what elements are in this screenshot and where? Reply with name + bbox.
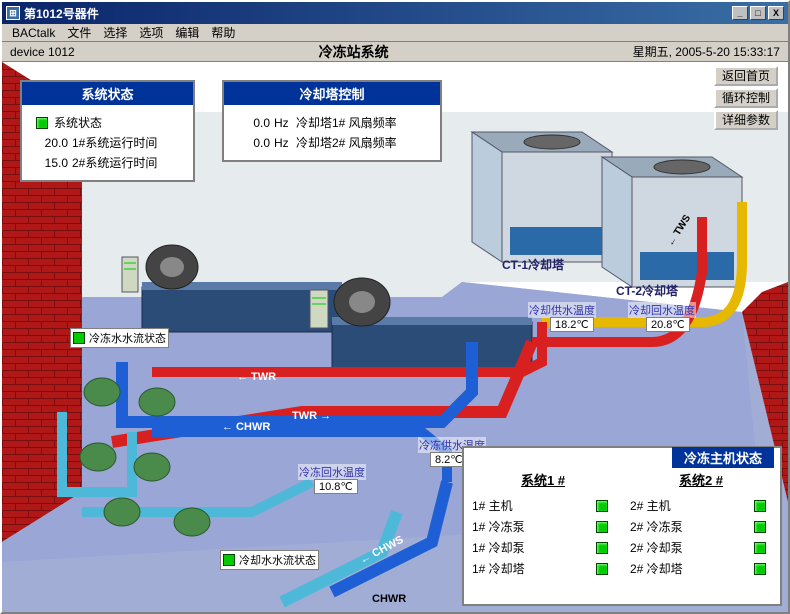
app-window: ⊞ 第1012号器件 _ □ X BACtalk 文件 选择 选项 编辑 帮助 … xyxy=(0,0,790,614)
cool-flow-led-icon xyxy=(223,554,235,566)
menu-edit[interactable]: 编辑 xyxy=(169,24,205,41)
window-buttons: _ □ X xyxy=(732,6,784,20)
host-panel-title: 冷冻主机状态 xyxy=(672,447,774,468)
runtime2-label: 2#系统运行时间 xyxy=(72,154,157,171)
app-icon: ⊞ xyxy=(6,6,20,20)
runtime2-value: 15.0 xyxy=(30,156,68,170)
runtime1-value: 20.0 xyxy=(30,136,68,150)
cool-supply-value: 18.2℃ xyxy=(550,317,594,332)
nav-home[interactable]: 返回首页 xyxy=(714,66,778,86)
cool-flow-label: 冷却水水流状态 xyxy=(239,552,316,568)
sys2-row3: 2# 冷却塔 xyxy=(630,560,683,577)
host-panel: 冷冻主机状态 系统1 # 1# 主机 1# 冷冻泵 1# 冷却泵 1# 冷却塔 … xyxy=(462,446,782,606)
svg-text:← TWR: ← TWR xyxy=(237,371,276,383)
svg-text:← CHWR: ← CHWR xyxy=(222,421,270,433)
nav-buttons: 返回首页 循环控制 详细参数 xyxy=(714,66,778,130)
status-panel-title: 系统状态 xyxy=(22,82,193,105)
cool-supply-label: 冷却供水温度 xyxy=(528,302,596,318)
sys1-row2: 1# 冷却泵 xyxy=(472,539,525,556)
svg-text:TWR →: TWR → xyxy=(292,410,331,422)
nav-detail[interactable]: 详细参数 xyxy=(714,110,778,130)
chill-return-label: 冷冻回水温度 xyxy=(298,464,366,480)
titlebar-text: 第1012号器件 xyxy=(24,5,732,22)
chill-flow-box: 冷冻水水流状态 xyxy=(70,328,169,348)
minimize-button[interactable]: _ xyxy=(732,6,748,20)
chill-return-value: 10.8℃ xyxy=(314,479,358,494)
close-button[interactable]: X xyxy=(768,6,784,20)
ct2-label: CT-2冷却塔 xyxy=(616,282,678,299)
fan1-value: 0.0 xyxy=(232,116,270,130)
sys2-row1: 2# 冷冻泵 xyxy=(630,518,683,535)
sys2-led1-icon xyxy=(754,521,766,533)
chill-flow-label: 冷冻水水流状态 xyxy=(89,330,166,346)
status-panel: 系统状态 系统状态 20.0 1#系统运行时间 15.0 2#系统运行时间 xyxy=(20,80,195,182)
chill-flow-led-icon xyxy=(73,332,85,344)
datetime-label: 星期五, 2005-5-20 15:33:17 xyxy=(633,43,780,60)
sys2-led3-icon xyxy=(754,563,766,575)
menu-bactalk[interactable]: BACtalk xyxy=(6,26,61,40)
host-col-sys2: 系统2 # 2# 主机 2# 冷冻泵 2# 冷却泵 2# 冷却塔 xyxy=(622,466,780,604)
tower-panel: 冷却塔控制 0.0 Hz冷却塔1# 风扇频率 0.0 Hz冷却塔2# 风扇频率 xyxy=(222,80,442,162)
sys2-led0-icon xyxy=(754,500,766,512)
runtime1-label: 1#系统运行时间 xyxy=(72,134,157,151)
fan2-label: 冷却塔2# 风扇频率 xyxy=(296,134,397,151)
fan2-value: 0.0 xyxy=(232,136,270,150)
menu-select[interactable]: 选择 xyxy=(97,24,133,41)
sys1-led0-icon xyxy=(596,500,608,512)
sys1-row1: 1# 冷冻泵 xyxy=(472,518,525,535)
cool-return-label: 冷却回水温度 xyxy=(628,302,696,318)
ct1-label: CT-1冷却塔 xyxy=(502,256,564,273)
menubar: BACtalk 文件 选择 选项 编辑 帮助 xyxy=(2,24,788,42)
cool-flow-box: 冷却水水流状态 xyxy=(220,550,319,570)
titlebar: ⊞ 第1012号器件 _ □ X xyxy=(2,2,788,24)
sys1-row3: 1# 冷却塔 xyxy=(472,560,525,577)
maximize-button[interactable]: □ xyxy=(750,6,766,20)
sys1-title: 系统1 # xyxy=(472,470,614,489)
sys1-led1-icon xyxy=(596,521,608,533)
sys1-row0: 1# 主机 xyxy=(472,497,513,514)
tower-panel-title: 冷却塔控制 xyxy=(224,82,440,105)
sys2-title: 系统2 # xyxy=(630,470,772,489)
scene-canvas: ← TWR TWR → ← CHWR ← CHWS CHWR ← TWS 返回首… xyxy=(2,62,788,612)
status-led-icon xyxy=(36,117,48,129)
menu-options[interactable]: 选项 xyxy=(133,24,169,41)
sys2-led2-icon xyxy=(754,542,766,554)
nav-loop[interactable]: 循环控制 xyxy=(714,88,778,108)
svg-text:CHWR: CHWR xyxy=(372,593,406,605)
screen-title: 冷冻站系统 xyxy=(75,42,633,62)
menu-file[interactable]: 文件 xyxy=(61,24,97,41)
cool-return-value: 20.8℃ xyxy=(646,317,690,332)
device-label: device 1012 xyxy=(10,45,75,59)
fan1-unit: Hz xyxy=(274,116,296,130)
host-col-sys1: 系统1 # 1# 主机 1# 冷冻泵 1# 冷却泵 1# 冷却塔 xyxy=(464,466,622,604)
infobar: device 1012 冷冻站系统 星期五, 2005-5-20 15:33:1… xyxy=(2,42,788,62)
sys1-led3-icon xyxy=(596,563,608,575)
status-row-label: 系统状态 xyxy=(54,114,102,131)
menu-help[interactable]: 帮助 xyxy=(205,24,241,41)
fan1-label: 冷却塔1# 风扇频率 xyxy=(296,114,397,131)
fan2-unit: Hz xyxy=(274,136,296,150)
sys2-row0: 2# 主机 xyxy=(630,497,671,514)
sys1-led2-icon xyxy=(596,542,608,554)
sys2-row2: 2# 冷却泵 xyxy=(630,539,683,556)
